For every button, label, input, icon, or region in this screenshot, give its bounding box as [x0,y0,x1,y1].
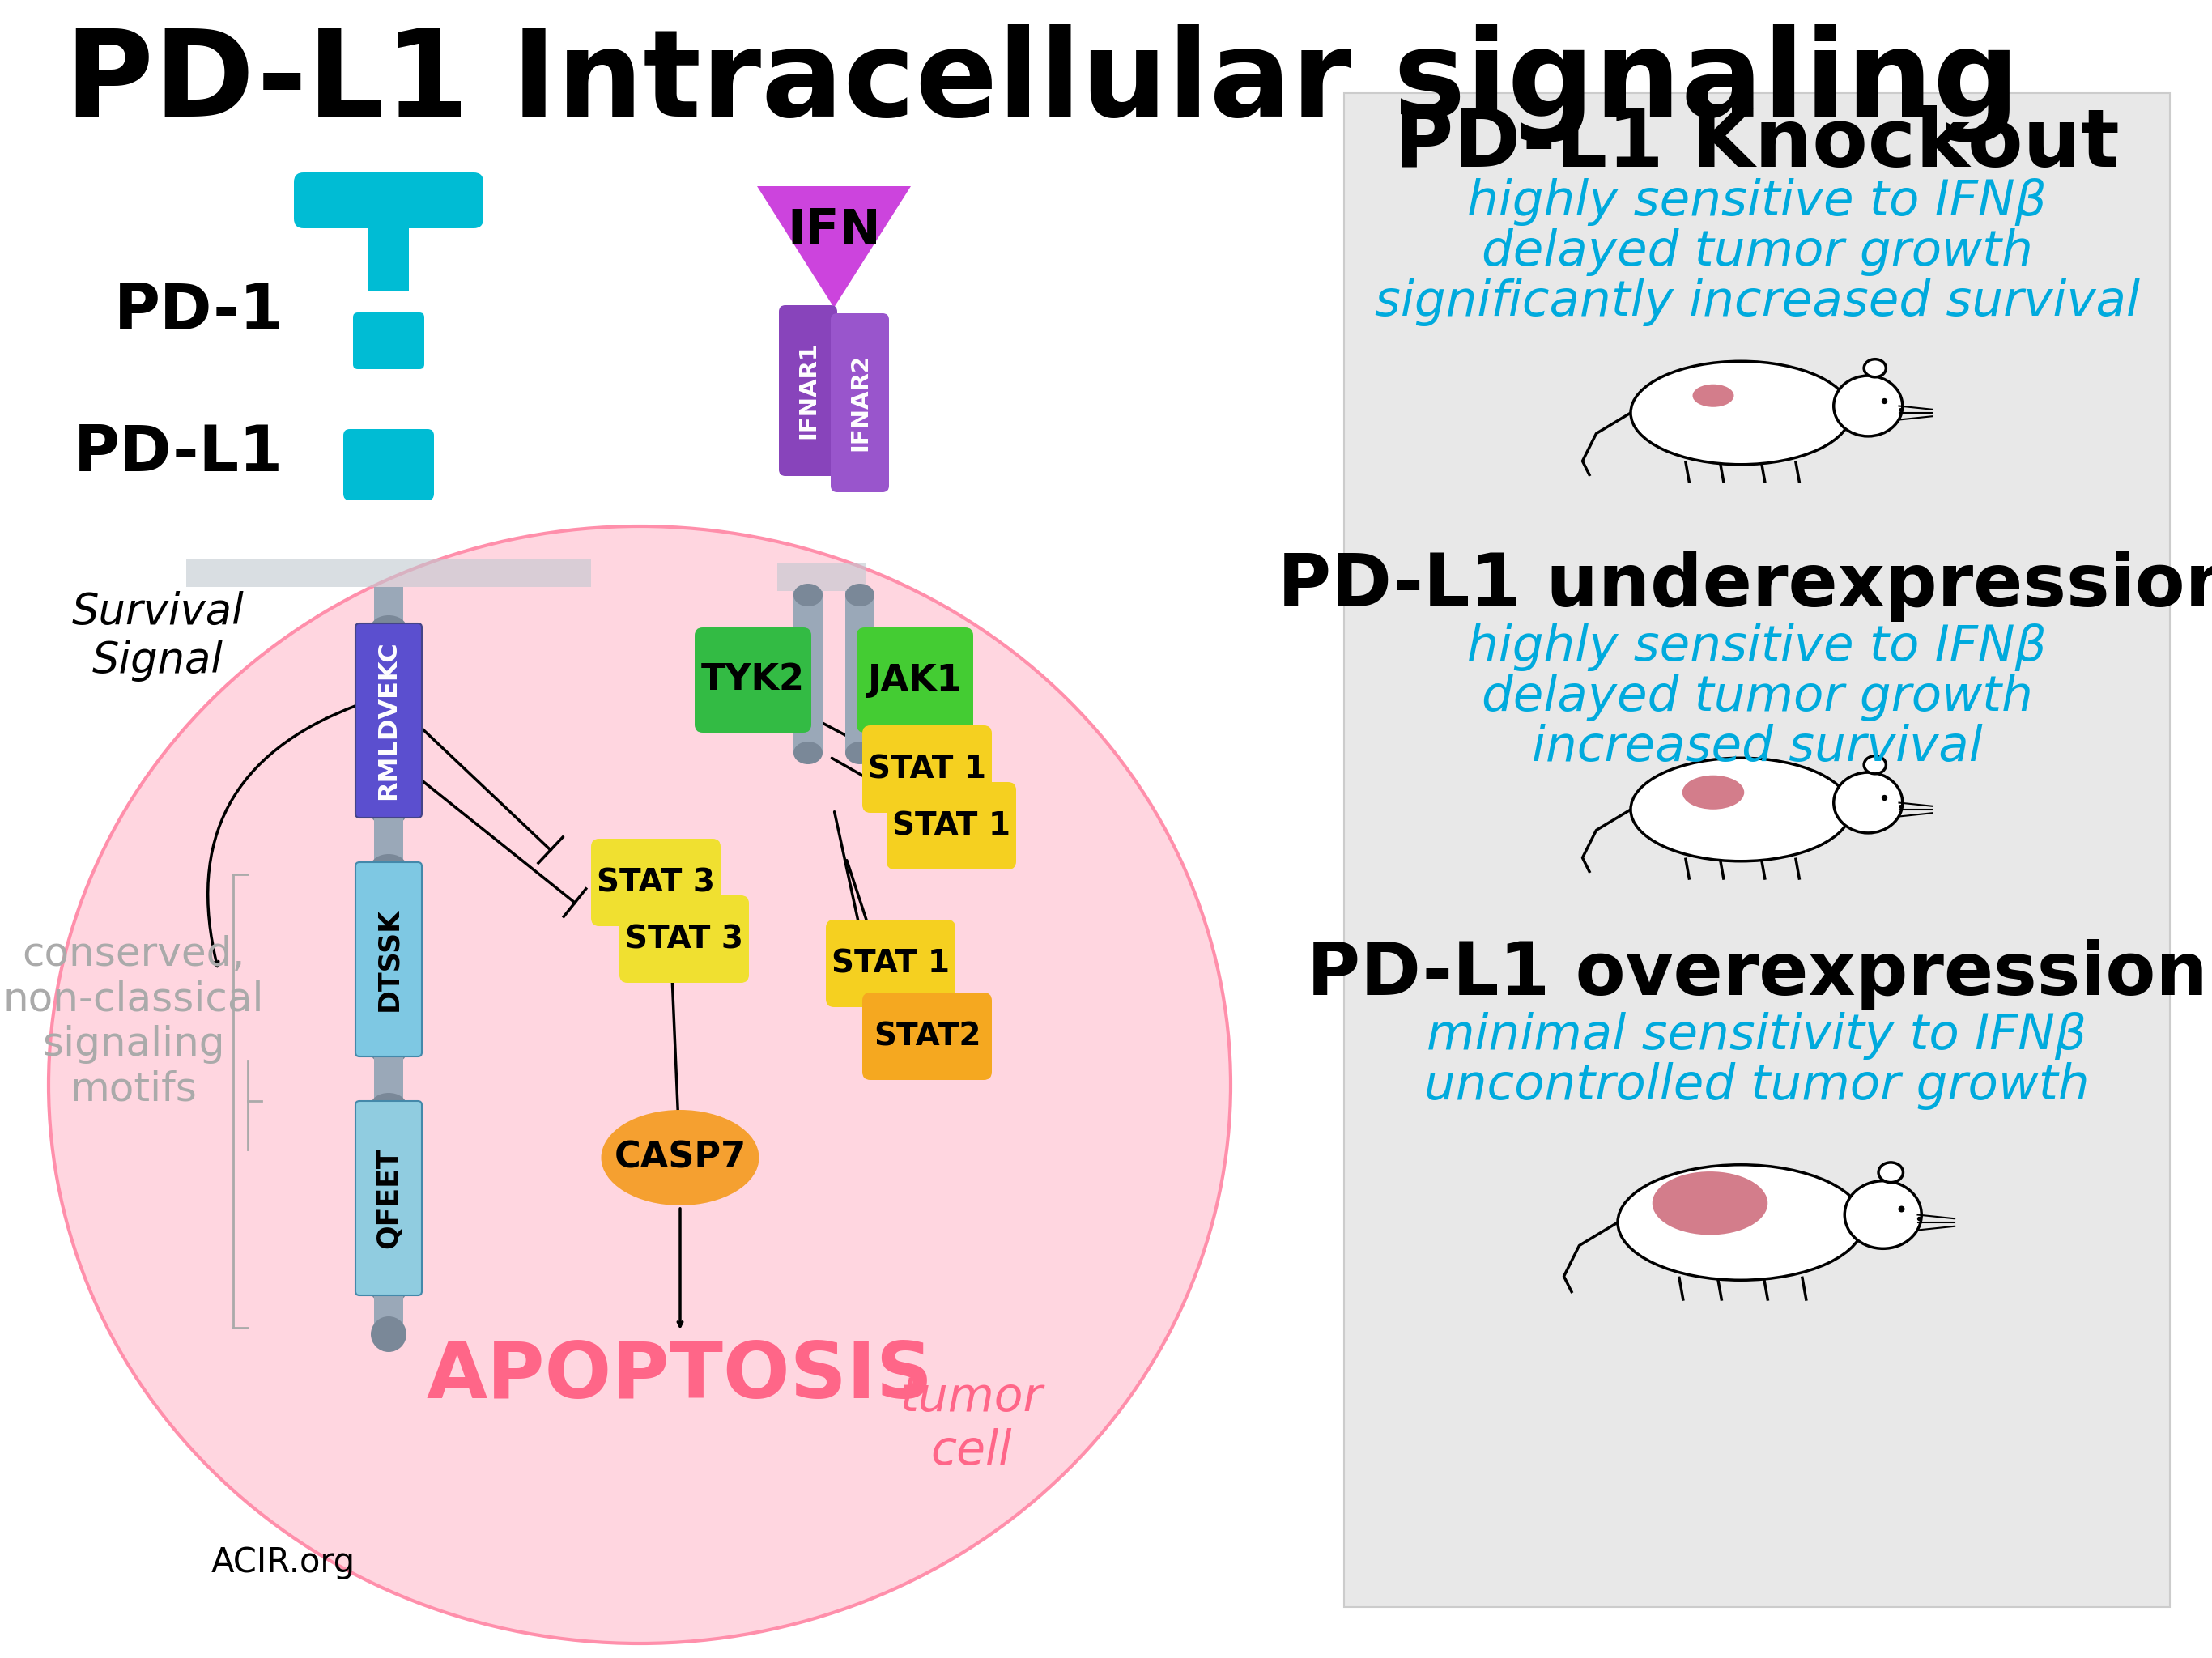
FancyBboxPatch shape [619,895,750,983]
Text: IFN: IFN [787,207,880,255]
Ellipse shape [372,1316,407,1351]
Ellipse shape [372,801,407,826]
Ellipse shape [1692,385,1734,406]
Bar [776,562,867,590]
FancyBboxPatch shape [695,627,812,733]
Bar [794,590,823,753]
Ellipse shape [1630,361,1851,464]
Ellipse shape [49,526,1230,1643]
Text: STAT 1: STAT 1 [891,811,1011,841]
Text: ACIR.org: ACIR.org [212,1545,356,1580]
Text: RMLDVEKC: RMLDVEKC [376,642,400,801]
FancyBboxPatch shape [343,429,434,501]
FancyBboxPatch shape [863,726,991,812]
Bar [354,401,422,416]
FancyBboxPatch shape [356,1101,422,1295]
Ellipse shape [372,1093,407,1117]
Ellipse shape [1834,376,1902,436]
Text: increased survival: increased survival [1531,725,1982,771]
Ellipse shape [372,1040,407,1064]
Text: TYK2: TYK2 [701,663,805,698]
FancyBboxPatch shape [356,623,422,817]
Ellipse shape [1865,756,1887,774]
Text: CASP7: CASP7 [615,1141,745,1176]
Text: STAT 3: STAT 3 [626,924,743,955]
Bar [845,590,874,753]
FancyBboxPatch shape [832,313,889,492]
Text: STAT 1: STAT 1 [867,754,987,784]
Text: PD-L1 Knockout: PD-L1 Knockout [1394,104,2119,184]
Ellipse shape [1845,1180,1922,1248]
FancyBboxPatch shape [856,627,973,733]
Bar [374,1053,403,1106]
Ellipse shape [794,741,823,764]
Text: tumor
cell: tumor cell [900,1374,1044,1474]
Bar [186,559,591,587]
Ellipse shape [1834,773,1902,832]
FancyBboxPatch shape [1345,93,2170,1607]
Text: uncontrolled tumor growth: uncontrolled tumor growth [1425,1063,2090,1109]
FancyBboxPatch shape [591,839,721,927]
Text: IFNAR1: IFNAR1 [796,342,818,439]
Text: delayed tumor growth: delayed tumor growth [1482,229,2033,277]
Text: PD-1: PD-1 [113,280,283,343]
Ellipse shape [1683,776,1745,809]
Text: conserved,
non-classical
signaling
motifs: conserved, non-classical signaling motif… [2,935,263,1109]
FancyBboxPatch shape [863,993,991,1079]
Ellipse shape [372,854,407,879]
Ellipse shape [794,584,823,607]
Text: IFNAR2: IFNAR2 [849,353,872,451]
Text: APOPTOSIS: APOPTOSIS [427,1338,933,1414]
Ellipse shape [1652,1172,1767,1235]
FancyBboxPatch shape [354,312,425,370]
Bar [374,1292,403,1328]
Text: QFEET: QFEET [374,1147,403,1248]
Polygon shape [757,186,911,308]
Text: significantly increased survival: significantly increased survival [1374,279,2139,327]
Ellipse shape [602,1109,759,1205]
FancyBboxPatch shape [779,305,836,476]
FancyBboxPatch shape [356,862,422,1056]
Bar [374,814,403,865]
FancyBboxPatch shape [294,172,484,229]
Text: highly sensitive to IFNβ: highly sensitive to IFNβ [1467,177,2046,225]
Ellipse shape [1865,360,1887,376]
Bar [369,219,409,292]
Ellipse shape [372,1278,407,1303]
Ellipse shape [1630,758,1851,861]
FancyBboxPatch shape [887,783,1015,869]
Text: PD-L1 underexpression: PD-L1 underexpression [1276,550,2212,622]
Ellipse shape [845,584,874,607]
Text: delayed tumor growth: delayed tumor growth [1482,673,2033,721]
Text: PD-L1 overexpression: PD-L1 overexpression [1307,938,2208,1010]
Ellipse shape [845,741,874,764]
Text: STAT2: STAT2 [874,1021,980,1051]
Ellipse shape [1878,1162,1902,1182]
Bar [374,587,403,627]
Text: PD-L1 Intracellular signaling: PD-L1 Intracellular signaling [64,25,2020,143]
Text: DTSSK: DTSSK [374,907,403,1011]
Text: STAT 3: STAT 3 [597,867,714,899]
Text: PD-L1: PD-L1 [73,423,283,484]
FancyBboxPatch shape [825,920,956,1006]
Text: STAT 1: STAT 1 [832,948,949,978]
Ellipse shape [1617,1166,1865,1280]
Text: JAK1: JAK1 [867,663,962,698]
Ellipse shape [372,615,407,640]
Text: minimal sensitivity to IFNβ: minimal sensitivity to IFNβ [1427,1011,2086,1059]
Text: highly sensitive to IFNβ: highly sensitive to IFNβ [1467,623,2046,671]
Text: Survival
Signal: Survival Signal [71,590,243,681]
